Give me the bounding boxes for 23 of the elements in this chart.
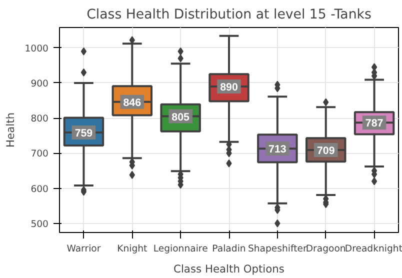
text: 805 bbox=[172, 111, 190, 124]
y-tick-label: 1000 bbox=[24, 43, 49, 54]
text: 709 bbox=[316, 145, 335, 158]
text: 890 bbox=[220, 81, 238, 94]
x-tick-label: Legionnaire bbox=[153, 244, 208, 254]
x-tick-label: Warrior bbox=[66, 244, 101, 254]
x-tick-label: Dragoon bbox=[306, 244, 346, 254]
x-tick-label: Dreadknight bbox=[344, 244, 402, 254]
y-tick-label: 500 bbox=[30, 218, 49, 230]
y-tick-label: 800 bbox=[30, 114, 49, 125]
x-tick-label: Shapeshifter bbox=[248, 244, 308, 254]
y-tick-label: 600 bbox=[30, 184, 49, 195]
text: 759 bbox=[74, 127, 93, 140]
chart-title: Class Health Distribution at level 15 -Tanks bbox=[86, 8, 372, 22]
text: 713 bbox=[268, 144, 286, 156]
x-axis-title: Class Health Options bbox=[174, 262, 285, 276]
text: 846 bbox=[123, 96, 142, 109]
y-tick-label: 900 bbox=[30, 78, 49, 90]
text: 787 bbox=[365, 118, 384, 130]
y-axis-title: Health bbox=[4, 112, 17, 148]
x-tick-label: Knight bbox=[117, 244, 148, 254]
x-tick-label: Paladin bbox=[212, 244, 246, 254]
y-tick-label: 700 bbox=[30, 148, 49, 160]
